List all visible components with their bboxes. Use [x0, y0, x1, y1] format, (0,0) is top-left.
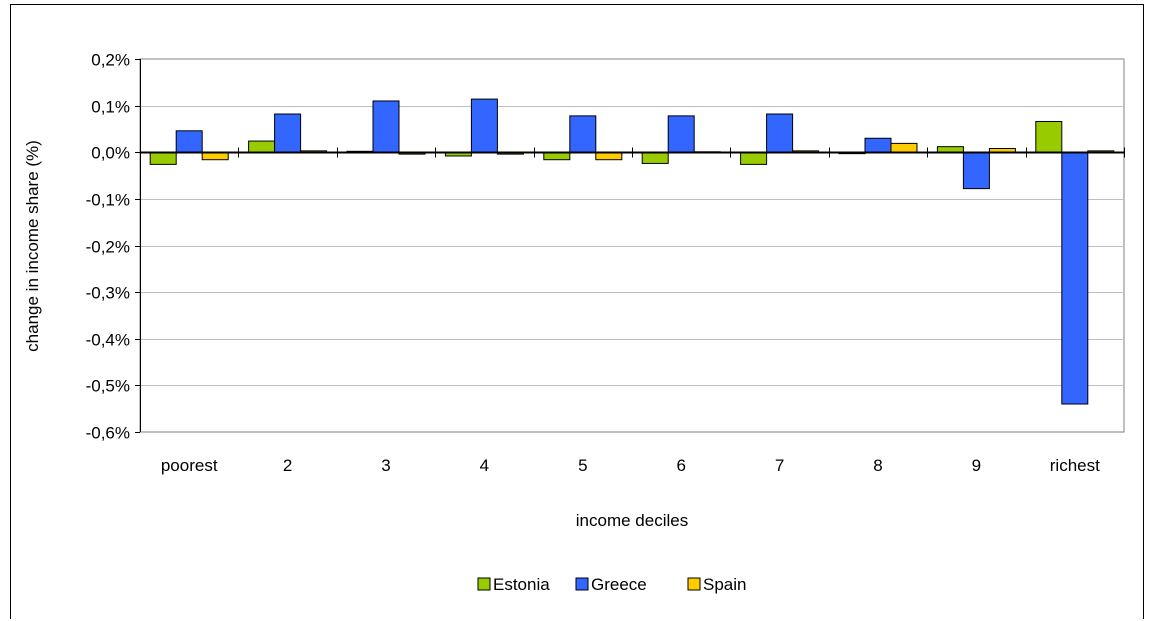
x-tick-label: 6: [676, 456, 685, 475]
legend-label-estonia: Estonia: [493, 575, 550, 594]
x-tick-label: poorest: [161, 456, 218, 475]
x-tick-label: 3: [381, 456, 390, 475]
legend: Estonia Greece Spain: [477, 575, 746, 594]
x-tick-label: 7: [775, 456, 784, 475]
y-tick-label: -0,2%: [86, 238, 130, 257]
plot-area: [139, 58, 1125, 433]
bar-greece-poorest: [175, 130, 203, 153]
x-tick-label: 4: [480, 456, 489, 475]
bar-estonia-7: [740, 151, 768, 165]
y-tick-label: -0,1%: [86, 191, 130, 210]
bar-estonia-poorest: [149, 151, 177, 165]
bar-estonia-richest: [1035, 120, 1063, 153]
y-tick-label: 0,2%: [91, 51, 130, 70]
y-tick-label: -0,5%: [86, 377, 130, 396]
legend-swatch-greece: [575, 577, 589, 591]
x-axis-title: income deciles: [576, 511, 688, 530]
x-tick-labels: poorest 2 3 4 5 6 7 8 9 richest: [161, 456, 1100, 475]
legend-swatch-spain: [687, 577, 701, 591]
bar-estonia-2: [248, 140, 276, 153]
y-tick-labels: 0,2% 0,1% 0,0% -0,1% -0,2% -0,3% -0,4% -0,5% -0,…: [86, 51, 140, 443]
legend-label-spain: Spain: [703, 575, 746, 594]
bar-greece-7: [766, 113, 794, 153]
bar-greece-9: [962, 151, 990, 190]
axes: [140, 59, 1125, 432]
y-tick-label: -0,4%: [86, 331, 130, 350]
bar-greece-richest: [1061, 151, 1089, 405]
bar-estonia-9: [936, 146, 964, 153]
x-tick-label: 8: [873, 456, 882, 475]
bar-greece-4: [470, 98, 498, 153]
legend-label-greece: Greece: [591, 575, 647, 594]
x-tick-label: richest: [1050, 456, 1100, 475]
y-tick-label: 0,1%: [91, 98, 130, 117]
bar-spain-8: [890, 142, 918, 153]
y-tick-label: -0,3%: [86, 284, 130, 303]
bar-greece-2: [274, 113, 302, 153]
bar-greece-6: [667, 115, 695, 153]
legend-swatch-estonia: [477, 577, 491, 591]
y-tick-label: -0,6%: [86, 424, 130, 443]
y-axis-title: change in income share (%): [23, 140, 42, 352]
bar-estonia-6: [641, 151, 669, 164]
bar-greece-8: [864, 137, 892, 153]
bar-greece-5: [569, 115, 597, 153]
plot-area-border: [139, 58, 1125, 433]
x-tick-label: 9: [972, 456, 981, 475]
bar-greece-3: [372, 100, 400, 153]
y-tick-label: 0,0%: [91, 144, 130, 163]
x-tick-label: 2: [283, 456, 292, 475]
x-tick-label: 5: [578, 456, 587, 475]
